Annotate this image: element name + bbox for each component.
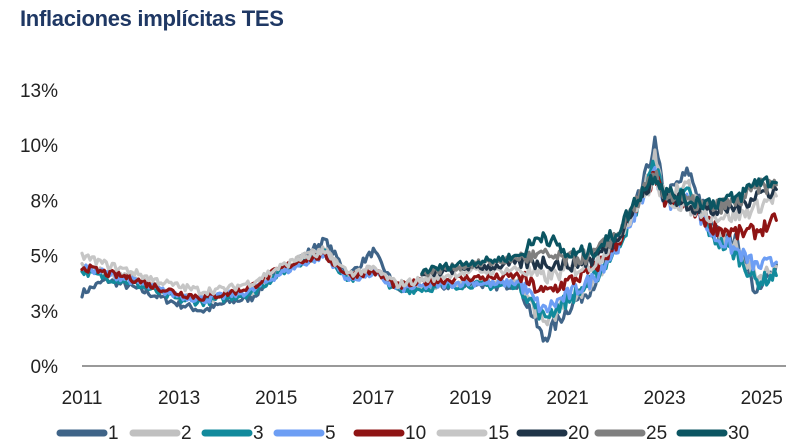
legend-label-5: 5	[325, 423, 336, 444]
x-tick-label: 2023	[643, 388, 685, 409]
series-lines	[80, 135, 778, 343]
series-line-30	[420, 173, 778, 276]
legend-label-1: 1	[108, 423, 119, 444]
legend-label-15: 15	[488, 423, 509, 444]
y-tick-label: 0%	[31, 357, 59, 378]
x-tick-label: 2015	[255, 388, 297, 409]
legend-label-25: 25	[646, 423, 667, 444]
legend-label-2: 2	[181, 423, 192, 444]
y-tick-label: 8%	[31, 191, 59, 212]
chart-title: Inflaciones implícitas TES	[20, 6, 284, 31]
series-line-20	[420, 174, 778, 278]
x-tick-label: 2019	[449, 388, 491, 409]
legend-label-3: 3	[253, 423, 264, 444]
y-axis-ticks: 0% 3% 5% 8% 10% 13%	[20, 81, 58, 378]
y-tick-label: 13%	[20, 81, 58, 102]
legend-label-10: 10	[405, 423, 426, 444]
legend-label-30: 30	[728, 423, 749, 444]
x-tick-label: 2025	[741, 388, 783, 409]
x-tick-label: 2017	[352, 388, 394, 409]
x-tick-label: 2013	[158, 388, 200, 409]
legend-label-20: 20	[568, 423, 589, 444]
y-tick-label: 3%	[31, 302, 59, 323]
y-tick-label: 5%	[31, 247, 59, 268]
x-tick-label: 2011	[62, 388, 103, 409]
series-line-1	[80, 135, 778, 343]
legend: 1 2 3 5 10 15 20 25 30	[56, 423, 749, 444]
x-tick-label: 2021	[546, 388, 588, 409]
x-axis-ticks: 2011 2013 2015 2017 2019 2021 2023 2025	[62, 388, 783, 409]
y-tick-label: 10%	[20, 136, 58, 157]
